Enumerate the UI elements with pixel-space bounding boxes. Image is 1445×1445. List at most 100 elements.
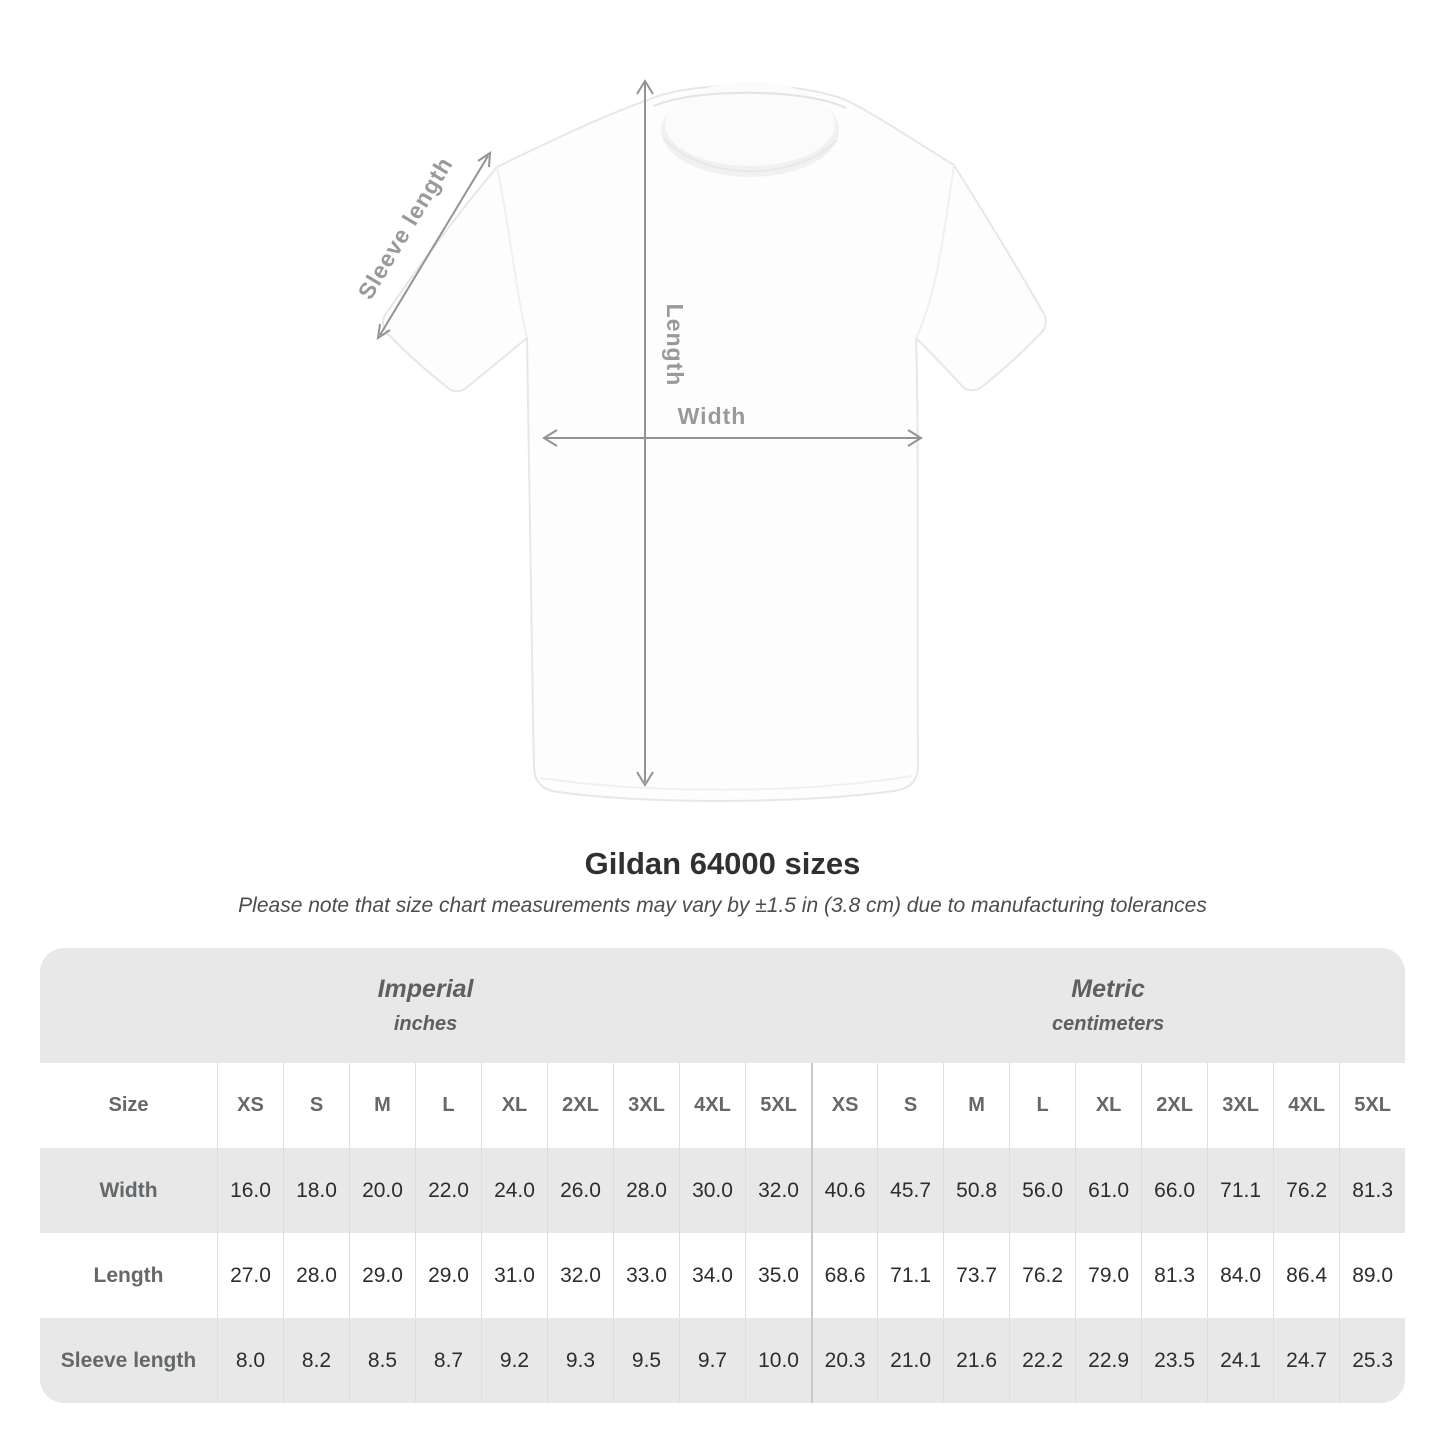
size-header-row: Size XS S M L XL 2XL 3XL 4XL 5XL XS S M … (40, 1063, 1405, 1148)
sleeve-length-arrow (376, 151, 492, 341)
width-metric-3xl: 71.1 (1207, 1148, 1274, 1233)
width-label: Width (678, 403, 747, 429)
width-metric-m: 50.8 (943, 1148, 1010, 1233)
col-header-imperial-xs: XS (217, 1063, 283, 1148)
tshirt-measurement-diagram: Sleeve length Length Width (352, 79, 1047, 802)
length-imperial-s: 28.0 (283, 1233, 349, 1318)
size-header-label: Size (40, 1063, 217, 1148)
sleeve-metric-m: 21.6 (943, 1318, 1010, 1403)
width-imperial-3xl: 28.0 (613, 1148, 679, 1233)
col-header-metric-m: M (943, 1063, 1010, 1148)
width-metric-2xl: 66.0 (1141, 1148, 1208, 1233)
collar-bottom-seam (662, 137, 838, 173)
row-label-width: Width (40, 1148, 217, 1233)
col-header-imperial-m: M (349, 1063, 415, 1148)
width-imperial-5xl: 32.0 (745, 1148, 812, 1233)
length-imperial-3xl: 33.0 (613, 1233, 679, 1318)
sleeve-metric-5xl: 25.3 (1339, 1318, 1405, 1403)
sleeve-metric-2xl: 23.5 (1141, 1318, 1208, 1403)
page-title: Gildan 64000 sizes (584, 846, 861, 881)
imperial-title: Imperial (377, 975, 474, 1003)
sleeve-metric-3xl: 24.1 (1207, 1318, 1274, 1403)
tshirt-body (381, 84, 1047, 802)
metric-title: Metric (1071, 975, 1145, 1003)
length-label: Length (662, 304, 688, 387)
length-metric-2xl: 81.3 (1141, 1233, 1208, 1318)
sleeve-imperial-xl: 9.2 (481, 1318, 547, 1403)
col-header-metric-2xl: 2XL (1141, 1063, 1208, 1148)
sleeve-imperial-s: 8.2 (283, 1318, 349, 1403)
sleeve-metric-4xl: 24.7 (1273, 1318, 1340, 1403)
col-header-imperial-2xl: 2XL (547, 1063, 613, 1148)
measurement-arrows (376, 79, 923, 787)
size-table-grid: Imperial inches Metric centimeters Size … (40, 948, 1405, 1403)
size-table: Imperial inches Metric centimeters Size … (40, 948, 1405, 1403)
length-imperial-xs: 27.0 (217, 1233, 283, 1318)
width-imperial-xs: 16.0 (217, 1148, 283, 1233)
width-metric-4xl: 76.2 (1273, 1148, 1340, 1233)
col-header-imperial-5xl: 5XL (745, 1063, 812, 1148)
imperial-unit: inches (393, 1013, 458, 1035)
width-metric-xl: 61.0 (1075, 1148, 1142, 1233)
sleeve-imperial-3xl: 9.5 (613, 1318, 679, 1403)
col-header-imperial-s: S (283, 1063, 349, 1148)
col-header-metric-s: S (877, 1063, 944, 1148)
length-metric-l: 76.2 (1009, 1233, 1076, 1318)
length-metric-s: 71.1 (877, 1233, 944, 1318)
col-header-metric-l: L (1009, 1063, 1076, 1148)
sleeve-imperial-xs: 8.0 (217, 1318, 283, 1403)
length-arrow (636, 79, 654, 787)
length-metric-xs: 68.6 (811, 1233, 878, 1318)
col-header-metric-3xl: 3XL (1207, 1063, 1274, 1148)
length-imperial-m: 29.0 (349, 1233, 415, 1318)
width-metric-5xl: 81.3 (1339, 1148, 1405, 1233)
length-imperial-l: 29.0 (415, 1233, 481, 1318)
metric-section-header: Metric centimeters (811, 948, 1405, 1063)
table-row-width: Width 16.0 18.0 20.0 22.0 24.0 26.0 28.0… (40, 1148, 1405, 1233)
length-metric-4xl: 86.4 (1273, 1233, 1340, 1318)
col-header-imperial-xl: XL (481, 1063, 547, 1148)
length-metric-xl: 79.0 (1075, 1233, 1142, 1318)
row-label-sleeve-length: Sleeve length (40, 1318, 217, 1403)
sleeve-imperial-l: 8.7 (415, 1318, 481, 1403)
row-label-length: Length (40, 1233, 217, 1318)
width-arrow (542, 429, 923, 447)
sleeve-imperial-5xl: 10.0 (745, 1318, 812, 1403)
length-imperial-2xl: 32.0 (547, 1233, 613, 1318)
sleeve-imperial-4xl: 9.7 (679, 1318, 745, 1403)
col-header-imperial-4xl: 4XL (679, 1063, 745, 1148)
width-imperial-4xl: 30.0 (679, 1148, 745, 1233)
length-metric-3xl: 84.0 (1207, 1233, 1274, 1318)
metric-unit: centimeters (1051, 1013, 1165, 1035)
sleeve-metric-xs: 20.3 (811, 1318, 878, 1403)
sleeve-metric-xl: 22.9 (1075, 1318, 1142, 1403)
width-imperial-xl: 24.0 (481, 1148, 547, 1233)
col-header-metric-5xl: 5XL (1339, 1063, 1405, 1148)
width-imperial-2xl: 26.0 (547, 1148, 613, 1233)
col-header-imperial-3xl: 3XL (613, 1063, 679, 1148)
tolerance-note: Please note that size chart measurements… (238, 894, 1207, 917)
col-header-metric-xs: XS (811, 1063, 878, 1148)
width-imperial-m: 20.0 (349, 1148, 415, 1233)
length-metric-5xl: 89.0 (1339, 1233, 1405, 1318)
width-metric-s: 45.7 (877, 1148, 944, 1233)
sleeve-metric-l: 22.2 (1009, 1318, 1076, 1403)
width-imperial-s: 18.0 (283, 1148, 349, 1233)
collar-seam (653, 91, 847, 109)
length-imperial-xl: 31.0 (481, 1233, 547, 1318)
width-metric-l: 56.0 (1009, 1148, 1076, 1233)
col-header-metric-xl: XL (1075, 1063, 1142, 1148)
sleeve-imperial-m: 8.5 (349, 1318, 415, 1403)
width-metric-xs: 40.6 (811, 1148, 878, 1233)
sleeve-imperial-2xl: 9.3 (547, 1318, 613, 1403)
right-armhole-seam (915, 164, 955, 339)
length-imperial-4xl: 34.0 (679, 1233, 745, 1318)
imperial-section-header: Imperial inches (40, 948, 812, 1063)
col-header-imperial-l: L (415, 1063, 481, 1148)
collar-inner (665, 82, 835, 166)
left-armhole-seam (496, 166, 528, 339)
hem-seam (539, 775, 913, 791)
tshirt-graphic (381, 82, 1047, 802)
col-header-metric-4xl: 4XL (1273, 1063, 1340, 1148)
